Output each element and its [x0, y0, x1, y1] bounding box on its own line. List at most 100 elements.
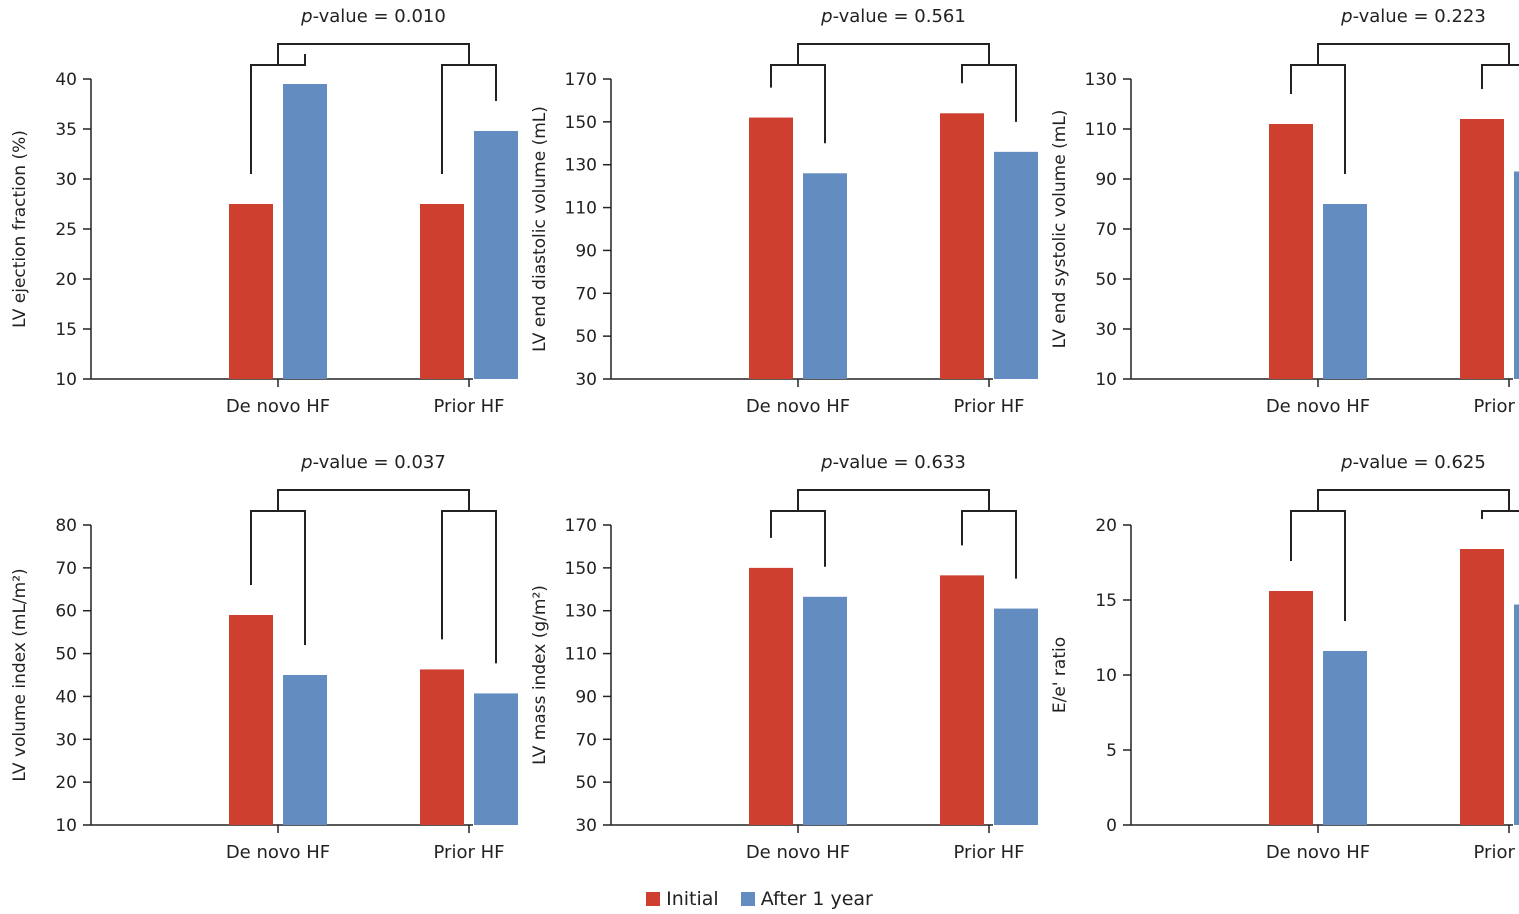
x-tick-label: De novo HF	[746, 396, 850, 417]
legend-label-initial: Initial	[666, 888, 719, 910]
y-axis-label: LV ejection fraction (%)	[10, 130, 30, 328]
y-tick-label: 90	[575, 687, 597, 707]
x-tick-label: De novo HF	[1266, 396, 1370, 417]
chart-panel-6: 0 5 10 15 20 E/e' ratio De novo HF Prior HF p-va…	[1050, 452, 1519, 863]
p-value-label: p-value = 0.010	[300, 6, 446, 27]
y-tick-label: 25	[55, 220, 77, 240]
bar-initial-de-novo	[1269, 124, 1313, 379]
legend-item-after: After 1 year	[740, 888, 873, 910]
x-tick-label: De novo HF	[746, 842, 850, 863]
comparison-bracket	[797, 43, 990, 65]
p-value-label: p-value = 0.633	[820, 452, 966, 473]
bar-after-de-novo	[803, 596, 847, 825]
bar-after-prior	[474, 693, 518, 825]
p-value-label: p-value = 0.223	[1340, 6, 1486, 27]
y-tick-label: 70	[575, 284, 597, 304]
y-tick-label: 90	[575, 241, 597, 261]
legend-item-initial: Initial	[646, 888, 719, 910]
chart-panel-4: 10 20 30 40 50 60 70 80 LV volume index (mL/m²) D…	[10, 452, 518, 863]
group-bracket	[770, 510, 826, 567]
y-tick-label: 70	[1095, 220, 1117, 240]
bar-after-prior	[1514, 171, 1519, 379]
bar-after-de-novo	[1323, 204, 1367, 379]
y-tick-label: 15	[1095, 591, 1117, 611]
bar-after-de-novo	[1323, 651, 1367, 825]
comparison-bracket	[277, 43, 470, 65]
y-tick-label: 130	[565, 602, 597, 622]
legend: Initial After 1 year	[0, 888, 1519, 910]
y-tick-label: 150	[565, 113, 597, 133]
chart-panel-1: 10 15 20 25 30 35 40 LV ejection fraction (%) De…	[10, 6, 518, 417]
legend-swatch-after	[740, 892, 755, 906]
y-tick-label: 20	[55, 773, 77, 793]
y-tick-label: 5	[1106, 741, 1117, 761]
y-tick-label: 30	[1095, 320, 1117, 340]
bar-after-prior	[994, 608, 1038, 825]
y-tick-label: 170	[565, 70, 597, 90]
bar-after-de-novo	[803, 173, 847, 379]
comparison-bracket	[797, 489, 990, 511]
chart-panel-2: 30 50 70 90 110 130 150 170 LV end diastolic vol…	[530, 6, 1038, 417]
y-tick-label: 60	[55, 602, 77, 622]
y-tick-label: 10	[55, 370, 77, 390]
y-tick-label: 30	[575, 370, 597, 390]
bar-after-prior	[1514, 604, 1519, 825]
bar-initial-prior	[1460, 119, 1504, 379]
y-tick-label: 10	[1095, 370, 1117, 390]
chart-panel-5: 30 50 70 90 110 130 150 170 LV mass index (g/m²)…	[530, 452, 1038, 863]
y-tick-label: 110	[565, 645, 597, 665]
y-tick-label: 80	[55, 516, 77, 536]
legend-label-after: After 1 year	[760, 888, 873, 910]
bar-initial-prior	[940, 113, 984, 380]
y-tick-label: 20	[1095, 516, 1117, 536]
x-tick-label: Prior HF	[434, 842, 505, 863]
x-tick-label: De novo HF	[226, 396, 330, 417]
bar-after-de-novo	[283, 675, 327, 825]
y-tick-label: 10	[1095, 666, 1117, 686]
y-tick-label: 130	[1085, 70, 1117, 90]
bar-after-prior	[994, 151, 1038, 379]
x-tick-label: Prior HF	[954, 396, 1025, 417]
p-value-label: p-value = 0.625	[1340, 452, 1486, 473]
y-tick-label: 110	[1085, 120, 1117, 140]
y-tick-label: 30	[55, 170, 77, 190]
comparison-bracket	[1317, 43, 1510, 65]
y-tick-label: 90	[1095, 170, 1117, 190]
x-tick-label: Prior HF	[954, 842, 1025, 863]
bar-initial-de-novo	[229, 615, 273, 825]
bar-after-de-novo	[283, 84, 327, 379]
y-tick-label: 35	[55, 120, 77, 140]
comparison-bracket	[277, 489, 470, 511]
y-tick-label: 30	[575, 816, 597, 836]
group-bracket	[441, 510, 497, 664]
x-tick-label: De novo HF	[226, 842, 330, 863]
group-bracket	[961, 510, 1017, 579]
bar-initial-de-novo	[1269, 591, 1313, 825]
y-tick-label: 40	[55, 70, 77, 90]
y-tick-label: 50	[1095, 270, 1117, 290]
y-tick-label: 20	[55, 270, 77, 290]
y-tick-label: 170	[565, 516, 597, 536]
y-tick-label: 150	[565, 559, 597, 579]
y-tick-label: 50	[575, 327, 597, 347]
bar-initial-prior	[420, 204, 464, 379]
bar-initial-de-novo	[749, 567, 793, 825]
bar-initial-de-novo	[229, 204, 273, 379]
y-axis-label: E/e' ratio	[1050, 637, 1070, 713]
bar-initial-prior	[1460, 549, 1504, 825]
y-axis-label: LV mass index (g/m²)	[530, 585, 550, 765]
y-axis-label: LV end diastolic volume (mL)	[530, 106, 550, 352]
bar-initial-de-novo	[749, 117, 793, 380]
y-tick-label: 70	[55, 559, 77, 579]
x-tick-label: De novo HF	[1266, 842, 1370, 863]
bar-after-prior	[474, 131, 518, 379]
chart-panel-3: 10 30 50 70 90 110 130 LV end systolic volume (…	[1050, 6, 1519, 417]
bar-initial-prior	[940, 575, 984, 825]
y-tick-label: 0	[1106, 816, 1117, 836]
y-axis-label: LV end systolic volume (mL)	[1050, 110, 1070, 349]
y-tick-label: 10	[55, 816, 77, 836]
p-value-label: p-value = 0.037	[300, 452, 446, 473]
x-tick-label: Prior HF	[434, 396, 505, 417]
comparison-bracket	[1317, 489, 1510, 511]
